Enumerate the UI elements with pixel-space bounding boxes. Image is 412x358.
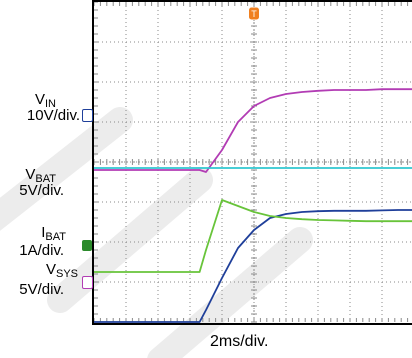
ibat-scale: 1A/div. <box>19 242 64 259</box>
watermark-stroke-3 <box>147 227 313 358</box>
vsys-label-main: V <box>45 261 56 278</box>
vsys-scale: 5V/div. <box>19 281 64 298</box>
vbat-label-main: V <box>25 166 36 183</box>
vbat-label: VBAT <box>0 166 56 185</box>
ch1-marker <box>82 109 93 122</box>
oscilloscope-plot: T <box>92 0 412 325</box>
ibat-label-main: I <box>41 224 46 241</box>
vsys-label-sub: SYS <box>55 268 78 280</box>
channel-markers: T <box>249 7 259 20</box>
trace-ibat <box>94 199 412 273</box>
vin-label: VIN <box>0 91 56 110</box>
ch4-marker <box>82 240 92 251</box>
ch3-marker <box>82 276 93 289</box>
plot-frame <box>92 0 412 325</box>
trace-vbat <box>94 88 412 173</box>
vin-label-sub: IN <box>45 98 56 110</box>
vsys-label: VSYS <box>0 261 78 280</box>
ibat-label: IBAT <box>0 224 66 243</box>
x-division-label: 2ms/div. <box>210 333 269 350</box>
traces <box>94 88 412 323</box>
ibat-label-sub: BAT <box>45 231 66 243</box>
trigger-marker: T <box>249 7 259 20</box>
trigger-marker-text: T <box>251 9 257 19</box>
vbat-scale: 5V/div. <box>19 182 64 199</box>
vbat-label-sub: BAT <box>35 173 56 185</box>
grid <box>93 1 412 323</box>
trace-vin <box>94 209 412 323</box>
vin-label-main: V <box>34 91 45 108</box>
trigger-marker-box <box>249 7 259 20</box>
vin-scale: 10V/div. <box>26 107 80 124</box>
